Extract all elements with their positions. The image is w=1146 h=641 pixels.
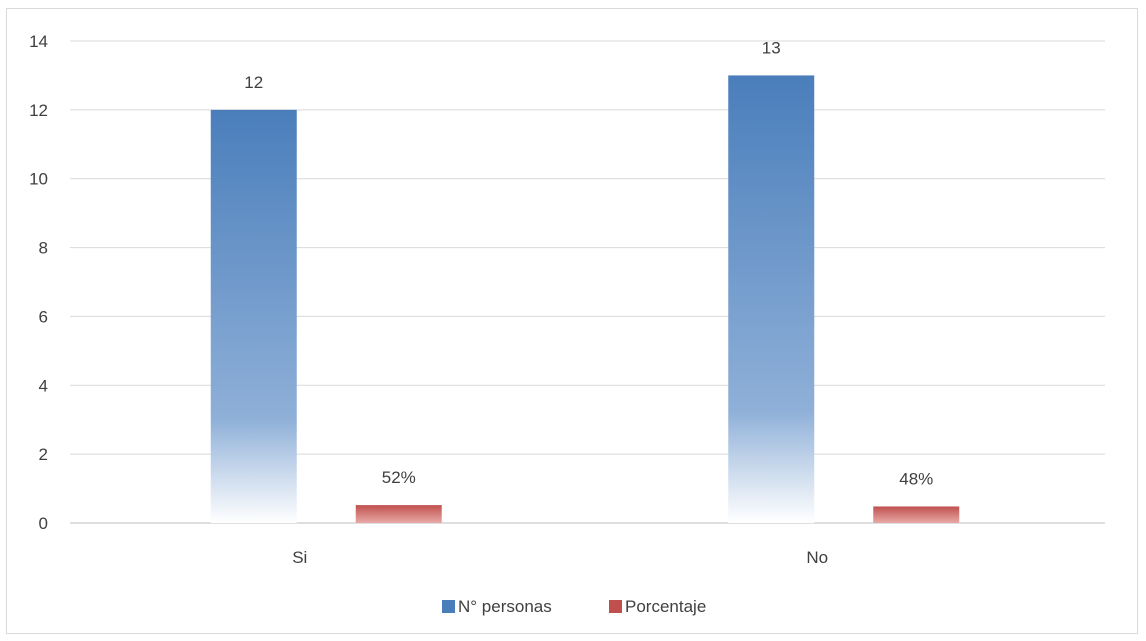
- y-tick-label: 8: [39, 239, 48, 258]
- bar-porcentaje-no: [873, 506, 960, 523]
- legend-label: N° personas: [458, 597, 552, 616]
- legend-label: Porcentaje: [625, 597, 706, 616]
- data-label: 12: [244, 73, 263, 92]
- bars: 12 52% 13 48%: [210, 38, 960, 523]
- y-tick-label: 2: [39, 445, 48, 464]
- x-tick-label: No: [806, 548, 828, 567]
- legend-swatch-personas: [442, 600, 455, 613]
- y-axis: 0 2 4 6 8 10 12 14: [29, 32, 48, 533]
- x-axis: Si No: [292, 548, 828, 567]
- data-label: 48%: [899, 469, 933, 488]
- y-tick-label: 4: [39, 376, 48, 395]
- bar-personas-si: [210, 109, 297, 523]
- legend: N° personas Porcentaje: [442, 597, 706, 616]
- y-tick-label: 10: [29, 170, 48, 189]
- y-tick-label: 0: [39, 514, 48, 533]
- bar-personas-no: [728, 75, 815, 523]
- chart-frame: [6, 8, 1138, 634]
- bar-porcentaje-si: [355, 505, 442, 523]
- x-tick-label: Si: [292, 548, 307, 567]
- y-tick-label: 6: [39, 307, 48, 326]
- data-label: 13: [762, 38, 781, 57]
- data-label: 52%: [382, 468, 416, 487]
- y-tick-label: 14: [29, 32, 48, 51]
- y-tick-label: 12: [29, 101, 48, 120]
- legend-swatch-porcentaje: [609, 600, 622, 613]
